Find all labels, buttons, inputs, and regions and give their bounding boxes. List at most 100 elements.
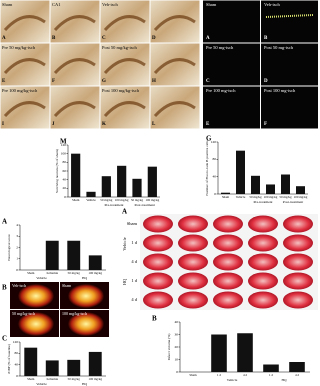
row-label: 1 d [131, 278, 137, 283]
bar [88, 255, 102, 270]
panel-letter: E [206, 122, 210, 127]
group-label: HQ [122, 278, 127, 285]
bar [88, 351, 102, 376]
panel-caption: Pre 100 mg-isch [206, 88, 236, 93]
panel-letter: D [264, 79, 268, 84]
brain-slice [178, 253, 208, 271]
hippocampus [103, 58, 146, 75]
y-tick-label: 120 [211, 140, 217, 144]
x-tick-label: 100 mg/kg [264, 195, 278, 199]
y-tick-label: 20 [175, 345, 179, 349]
x-tick-label: Ischemia [46, 271, 58, 275]
x-tick-label: 50 mg/kg [279, 195, 292, 199]
brain-slice [283, 272, 313, 290]
chart-title: C [2, 335, 7, 343]
brain-slice [283, 253, 313, 271]
brain-slice [283, 291, 313, 309]
panel-caption: Veh-isch [102, 2, 118, 7]
x-tick-label: Sham [72, 198, 80, 202]
perfusion-heat [68, 312, 104, 336]
bar [45, 240, 59, 270]
bar [67, 240, 81, 270]
y-tick-label: 0 [176, 370, 178, 374]
brain-slice [143, 253, 173, 271]
x-tick-label: 100 mg/kg [115, 198, 129, 202]
y-tick-label: 120 [13, 340, 19, 344]
y-tick-label: 80 [63, 160, 67, 164]
panel-letter: A [206, 36, 210, 41]
panel-caption: Post 50 mg-isch [264, 45, 294, 50]
y-tick-label: 20 [63, 186, 67, 190]
micrograph [100, 43, 150, 86]
group-label: HQ [82, 276, 88, 280]
bar [101, 176, 111, 197]
panel-caption: Sham [206, 2, 217, 7]
brain-slice [178, 215, 208, 233]
hippocampus [53, 101, 96, 118]
x-tick-label: 1 d [269, 373, 273, 377]
hippocampus [103, 15, 146, 32]
y-tick-label: 40 [15, 362, 19, 366]
row-label: 1 d [131, 240, 137, 245]
panel-caption: Veh-isch [12, 283, 26, 288]
x-tick-label: 100 mg/kg [88, 377, 102, 381]
bar [236, 150, 245, 194]
y-tick-label: 1 [16, 257, 18, 261]
x-tick-label: 50 mg/kg [100, 198, 113, 202]
bar [251, 175, 260, 194]
panel-letter: J [52, 122, 55, 127]
brain-slice [283, 215, 313, 233]
x-tick-label: Sham [222, 195, 230, 199]
group-label: Vehicle [227, 378, 238, 382]
y-tick-label: 60 [63, 169, 67, 173]
panel-caption: Post 50 mg/kg-isch [102, 45, 138, 50]
hippocampus [153, 101, 196, 118]
micrograph [50, 0, 100, 43]
fluorescence-image [203, 43, 260, 86]
x-tick-label: Sham [27, 271, 35, 275]
y-tick-label: 0 [214, 192, 216, 196]
brain-slice [283, 234, 313, 252]
brain-slice [178, 291, 208, 309]
panel-caption: Post 100 mg-isch [264, 88, 296, 93]
panel-letter: C [206, 79, 210, 84]
brain-slice [248, 291, 278, 309]
x-tick-label: Sham [189, 373, 197, 377]
chart-title: B [152, 315, 157, 323]
brain-slice [213, 234, 243, 252]
x-tick-label: 100 mg/kg [145, 198, 159, 202]
y-axis-label: Number of Fluoro-Jade B positive cells [205, 140, 209, 196]
group-label: HQ [281, 378, 287, 382]
brain-slice [248, 272, 278, 290]
x-tick-label: 50 mg/kg [131, 198, 144, 202]
x-tick-label: 50 mg/kg [249, 195, 262, 199]
y-tick-label: 0 [16, 374, 18, 378]
bar [296, 186, 305, 194]
panel-caption: Pre 50 mg/kg-isch [2, 45, 36, 50]
x-tick-label: Ischemia [46, 377, 58, 381]
y-tick-label: 4 [16, 223, 18, 227]
micrograph [50, 86, 100, 129]
bar [221, 192, 230, 194]
x-tick-label: 50 mg/kg [68, 271, 81, 275]
panel-caption: CA1 [52, 2, 61, 7]
bar [45, 360, 59, 376]
perfusion-heat [18, 312, 54, 336]
micrograph [150, 86, 200, 129]
perfusion-heat [18, 284, 54, 308]
bar [86, 191, 96, 197]
group-label: Vehicle [122, 237, 127, 251]
panel-letter: D [152, 36, 156, 41]
y-tick-label: 40 [213, 174, 217, 178]
micrograph [100, 0, 150, 43]
brain-slice [178, 234, 208, 252]
panel-caption: Sham [2, 2, 13, 7]
bar [281, 174, 290, 194]
micrograph [150, 0, 200, 43]
row-label: 4 d [131, 297, 137, 302]
panel-letter: I [2, 122, 4, 127]
hippocampus [153, 58, 196, 75]
brain-slice [143, 272, 173, 290]
y-tick-label: 40 [63, 177, 67, 181]
y-tick-label: 2 [16, 245, 18, 249]
